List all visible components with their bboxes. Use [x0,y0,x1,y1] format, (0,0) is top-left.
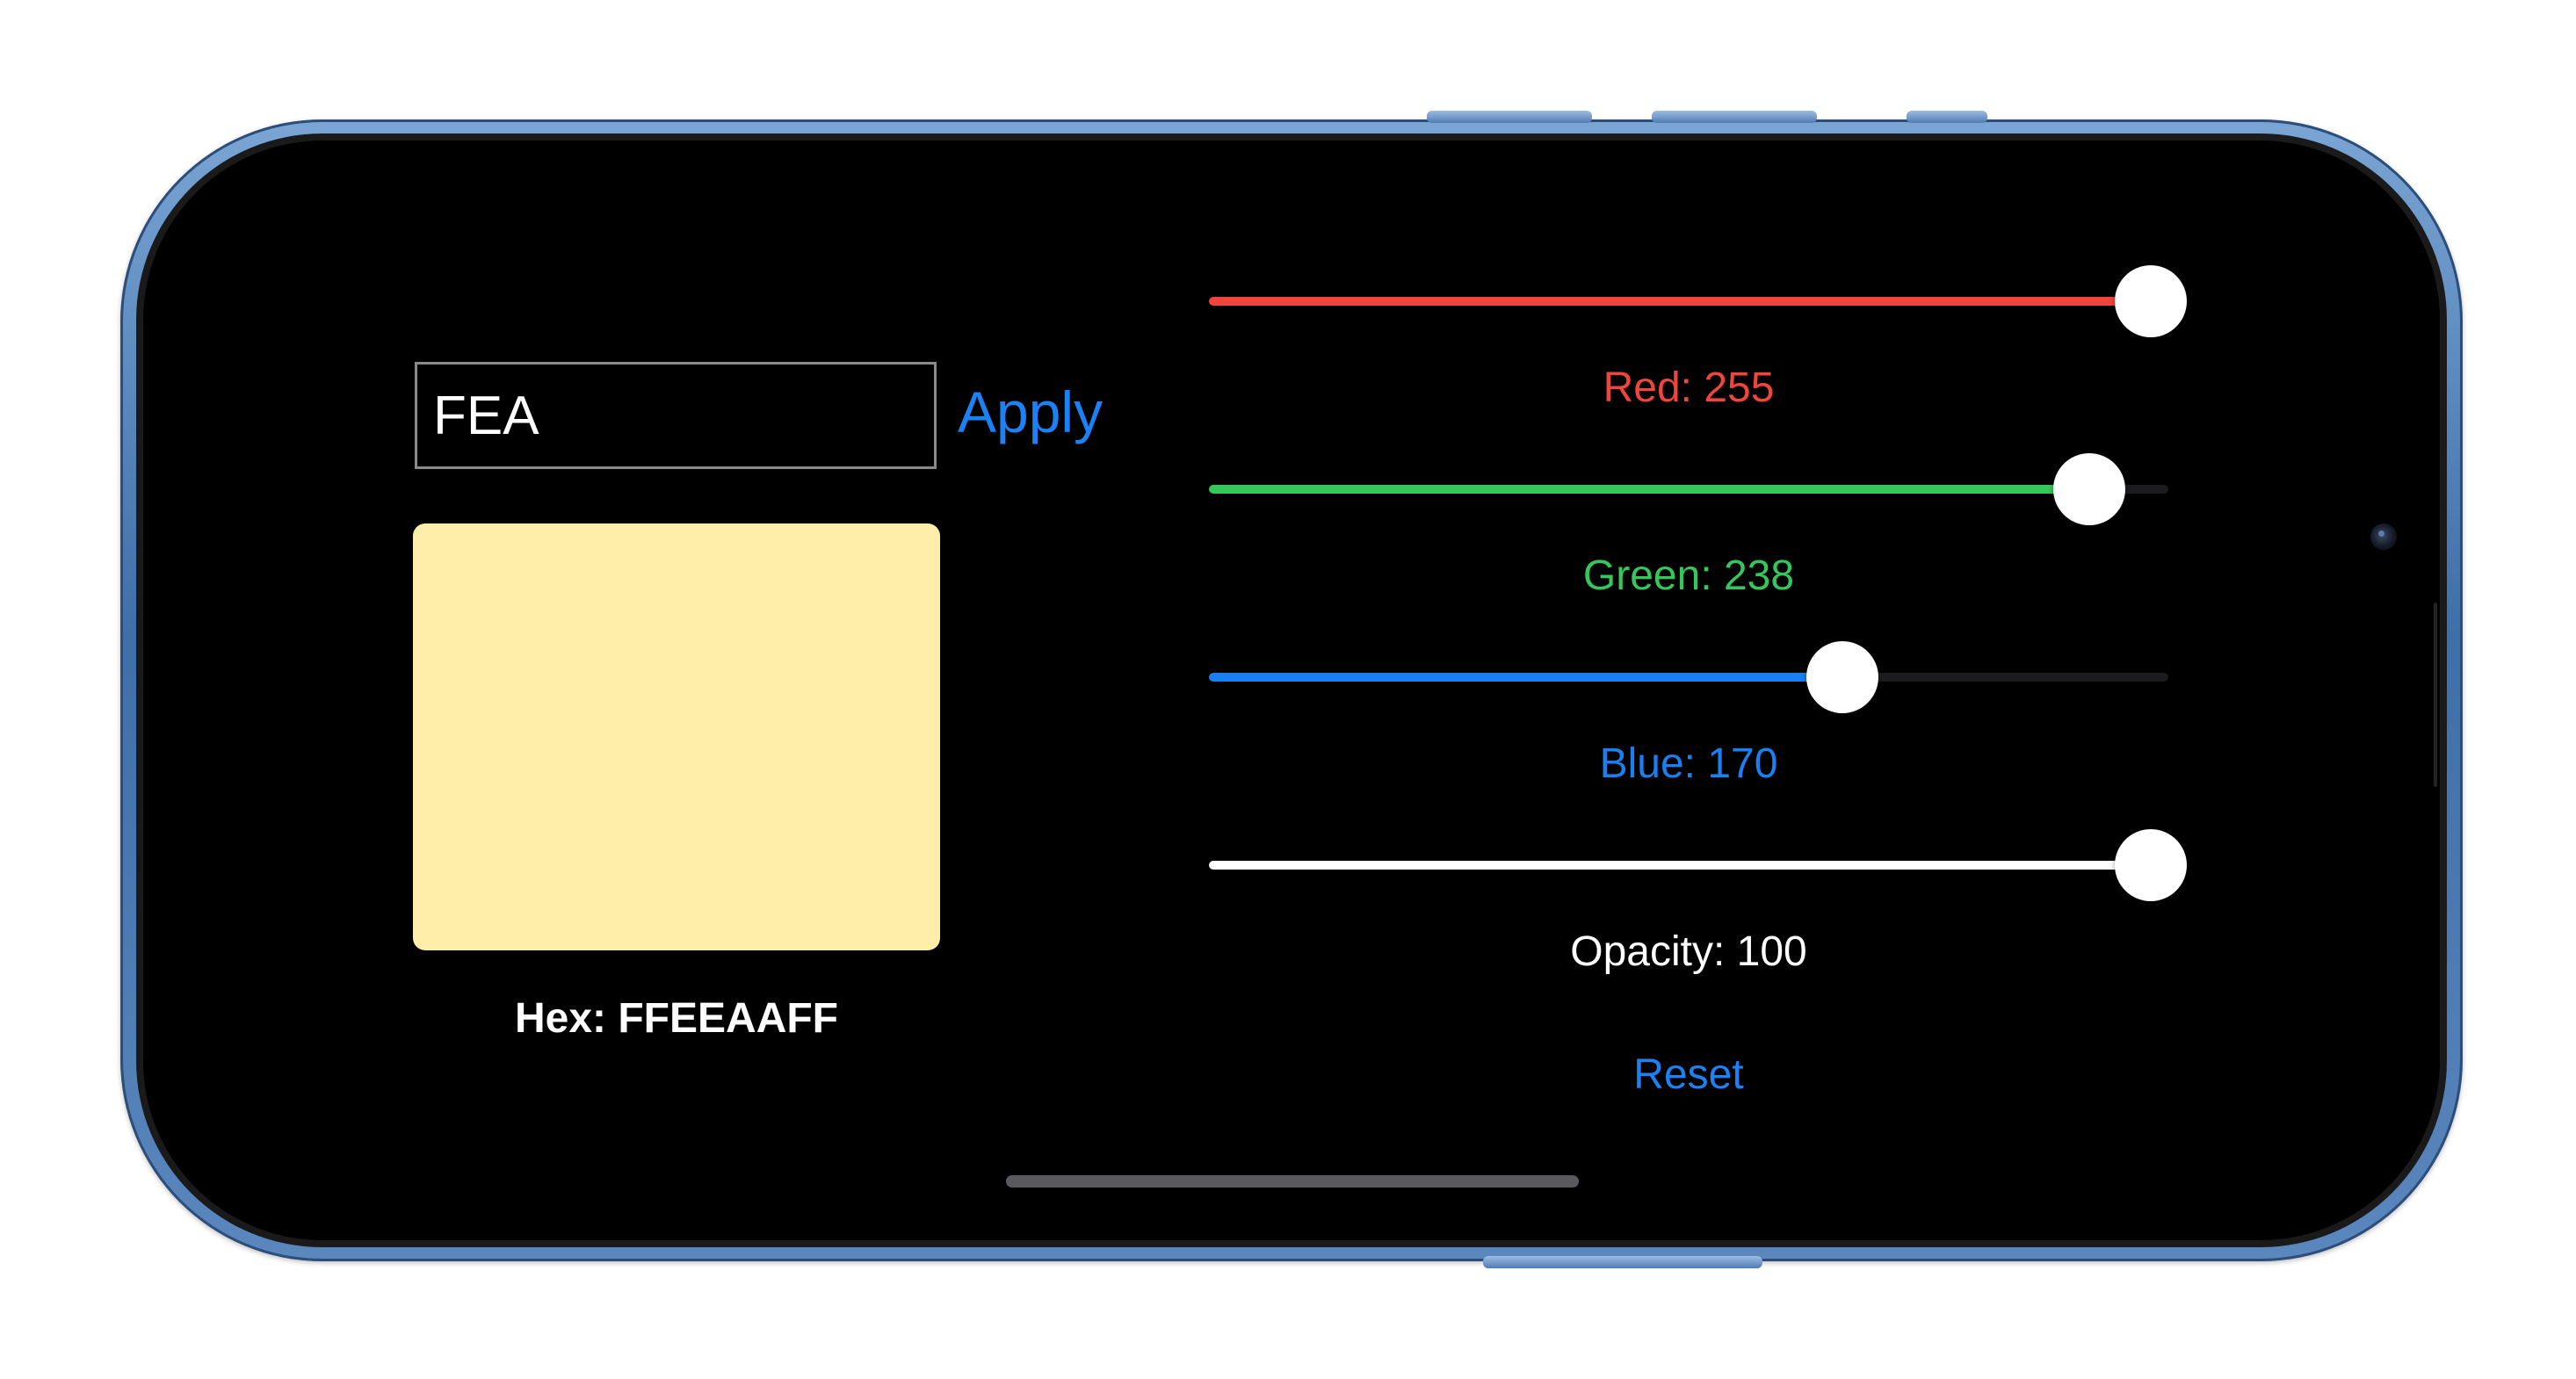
home-indicator[interactable] [1006,1175,1579,1188]
reset-button[interactable]: Reset [1209,1050,2168,1099]
slider-fill [1209,485,2089,494]
slider-thumb[interactable] [2115,265,2187,337]
power-button [1483,1256,1762,1268]
volume-down-button [1652,111,1817,123]
opacity-value-label: Opacity: 100 [1570,928,1807,975]
red-slider[interactable] [1209,262,2187,339]
volume-up-button [1427,111,1592,123]
hex-input[interactable] [415,362,937,469]
slider-thumb[interactable] [2115,829,2187,901]
green-value-label: Green: 238 [1582,552,1795,599]
opacity-slider[interactable] [1209,826,2187,903]
hex-value-label: Hex: FFEEAAFF [514,995,838,1042]
blue-slider[interactable] [1209,638,2168,715]
silent-switch [1907,111,1987,123]
green-slider[interactable] [1209,450,2168,527]
slider-fill [1209,297,2151,306]
color-preview-swatch [413,523,940,950]
blue-value-label: Blue: 170 [1599,740,1778,787]
slider-fill [1209,673,1843,682]
slider-thumb[interactable] [2052,453,2125,525]
front-camera-icon [2370,523,2397,550]
red-value-label: Red: 255 [1603,365,1775,411]
slider-fill [1209,861,2151,870]
apply-button[interactable]: Apply [958,378,1103,447]
slider-thumb[interactable] [1806,641,1879,713]
screen-edge-highlight [2434,603,2437,787]
